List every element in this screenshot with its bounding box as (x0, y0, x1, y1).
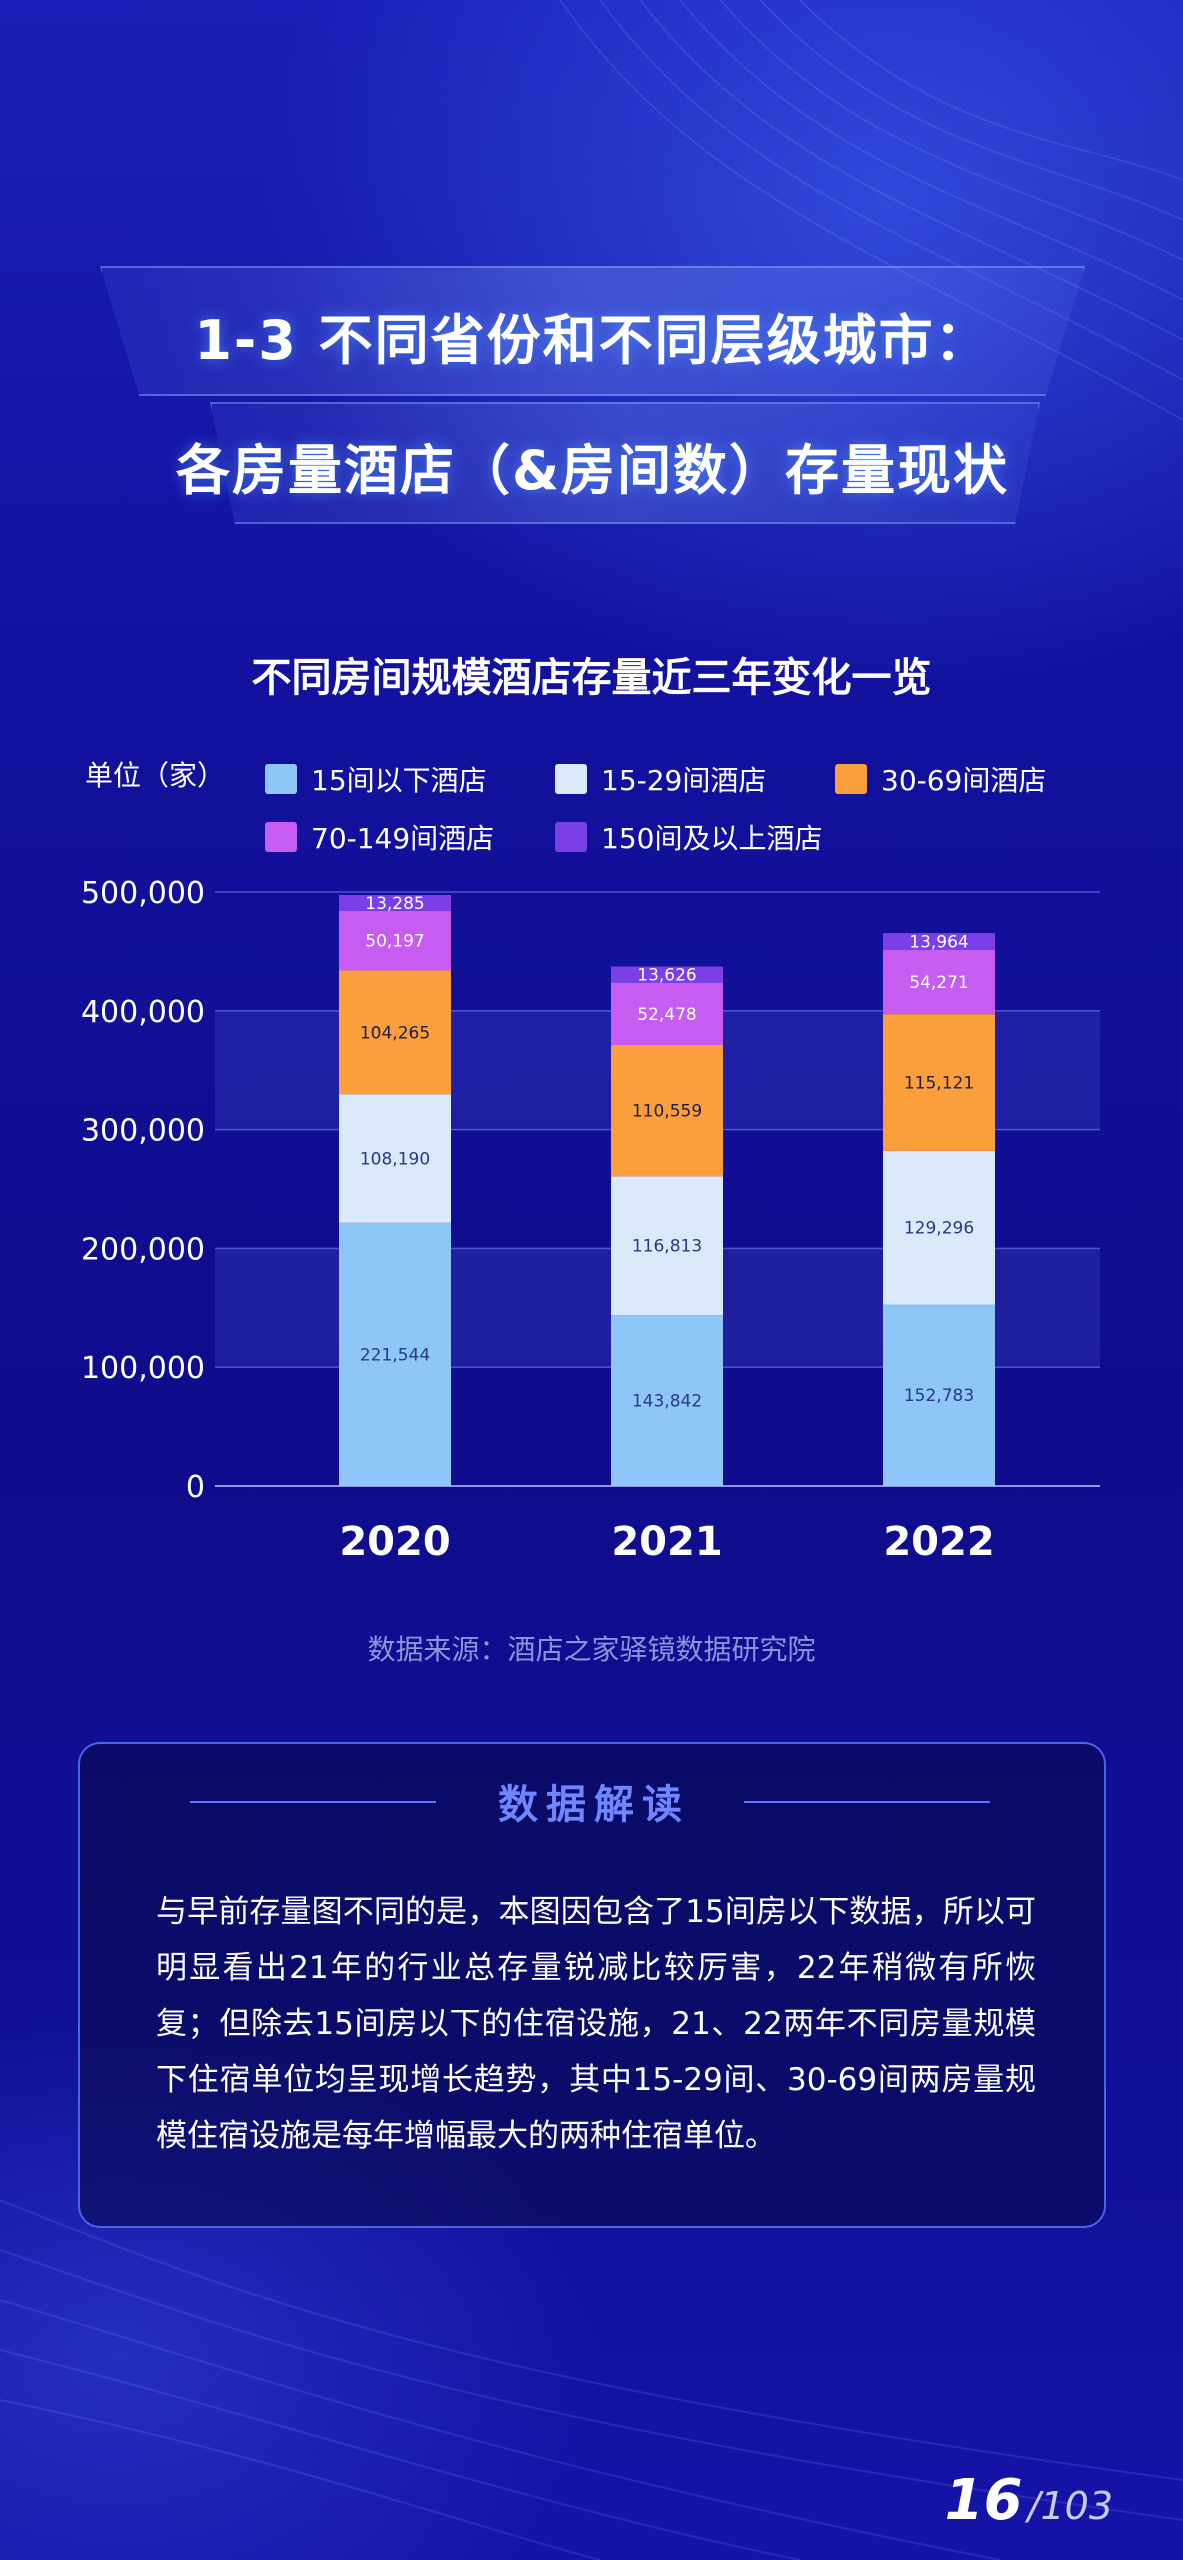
stacked-bar-chart: 单位（家） 15间以下酒店 15-29间酒店 30-69间酒店 70-149间酒店 150… (81, 759, 1100, 1565)
bar-segment (611, 1044, 723, 1177)
data-label: 13,285 (365, 894, 424, 914)
page-total: /103 (1027, 2484, 1113, 2528)
bar-segment (883, 933, 995, 950)
bar-segment (339, 910, 451, 971)
legend-swatch-5 (555, 822, 587, 852)
data-label: 152,783 (904, 1386, 974, 1406)
bar-segment (611, 1315, 723, 1486)
bar-segment (611, 966, 723, 983)
data-label: 54,271 (909, 973, 968, 993)
data-label: 116,813 (632, 1237, 702, 1257)
interpretation-header: 数据解读 (80, 1772, 1108, 1832)
legend-label-4: 70-149间酒店 (311, 822, 494, 855)
data-label: 129,296 (904, 1219, 974, 1239)
header-divider-right (744, 1801, 990, 1803)
x-tick-label: 2020 (339, 1519, 450, 1565)
legend-label-2: 15-29间酒店 (601, 764, 766, 797)
interpretation-title: 数据解读 (498, 1782, 690, 1828)
bar-segment (611, 982, 723, 1045)
legend-label-5: 150间及以上酒店 (601, 822, 822, 855)
legend-swatch-1 (265, 764, 297, 794)
interpretation-text: 与早前存量图不同的是，本图因包含了15间房以下数据，所以可明显看出21年的行业总… (156, 1894, 1036, 2154)
data-source: 数据来源：酒店之家驿镜数据研究院 (367, 1633, 816, 1666)
page-title-line1: 1-3 不同省份和不同层级城市： (194, 309, 991, 372)
bar-segment (339, 1094, 451, 1223)
bar-segment (883, 949, 995, 1015)
data-label: 104,265 (360, 1023, 430, 1043)
y-tick-label: 200,000 (81, 1232, 205, 1267)
legend-label-1: 15间以下酒店 (311, 764, 487, 797)
y-tick-label: 300,000 (81, 1114, 205, 1149)
y-tick-label: 0 (186, 1470, 205, 1505)
bar-segment (883, 1304, 995, 1486)
data-label: 13,626 (637, 966, 696, 986)
legend-label-3: 30-69间酒店 (881, 764, 1046, 797)
bar-segment (339, 1222, 451, 1486)
title-banner: 1-3 不同省份和不同层级城市： 各房量酒店（&房间数）存量现状 (100, 262, 1085, 532)
page-number: 16 /103 (945, 2468, 1113, 2533)
x-tick-label: 2021 (611, 1519, 722, 1565)
bar-segment (883, 1150, 995, 1305)
data-label: 50,197 (365, 932, 424, 952)
data-label: 13,964 (909, 932, 968, 952)
data-label: 108,190 (360, 1150, 430, 1170)
legend-unit-label: 单位（家） (85, 759, 225, 792)
legend-swatch-4 (265, 822, 297, 852)
legend-swatch-2 (555, 764, 587, 794)
header-divider-left (190, 1801, 436, 1803)
bar-segment (339, 894, 451, 911)
chart-title: 不同房间规模酒店存量近三年变化一览 (251, 655, 932, 701)
y-tick-label: 100,000 (81, 1351, 205, 1386)
legend-swatch-3 (835, 764, 867, 794)
data-label: 110,559 (632, 1102, 702, 1122)
data-label: 52,478 (637, 1005, 696, 1025)
title-plate-bottom (210, 402, 1040, 524)
data-interpretation-panel: 数据解读 与早前存量图不同的是，本图因包含了15间房以下数据，所以可明显看出21… (78, 1742, 1106, 2228)
page-current: 16 (944, 2468, 1023, 2533)
page-title-line2: 各房量酒店（&房间数）存量现状 (175, 439, 1010, 502)
y-tick-label: 500,000 (81, 876, 205, 911)
title-plate-top (100, 266, 1085, 396)
data-label: 143,842 (632, 1392, 702, 1412)
bar-segment (611, 1176, 723, 1316)
bar-segment (883, 1014, 995, 1151)
data-label: 221,544 (360, 1345, 430, 1365)
bar-segment (339, 970, 451, 1095)
data-label: 115,121 (904, 1074, 974, 1094)
y-tick-label: 400,000 (81, 995, 205, 1030)
x-tick-label: 2022 (883, 1519, 994, 1565)
